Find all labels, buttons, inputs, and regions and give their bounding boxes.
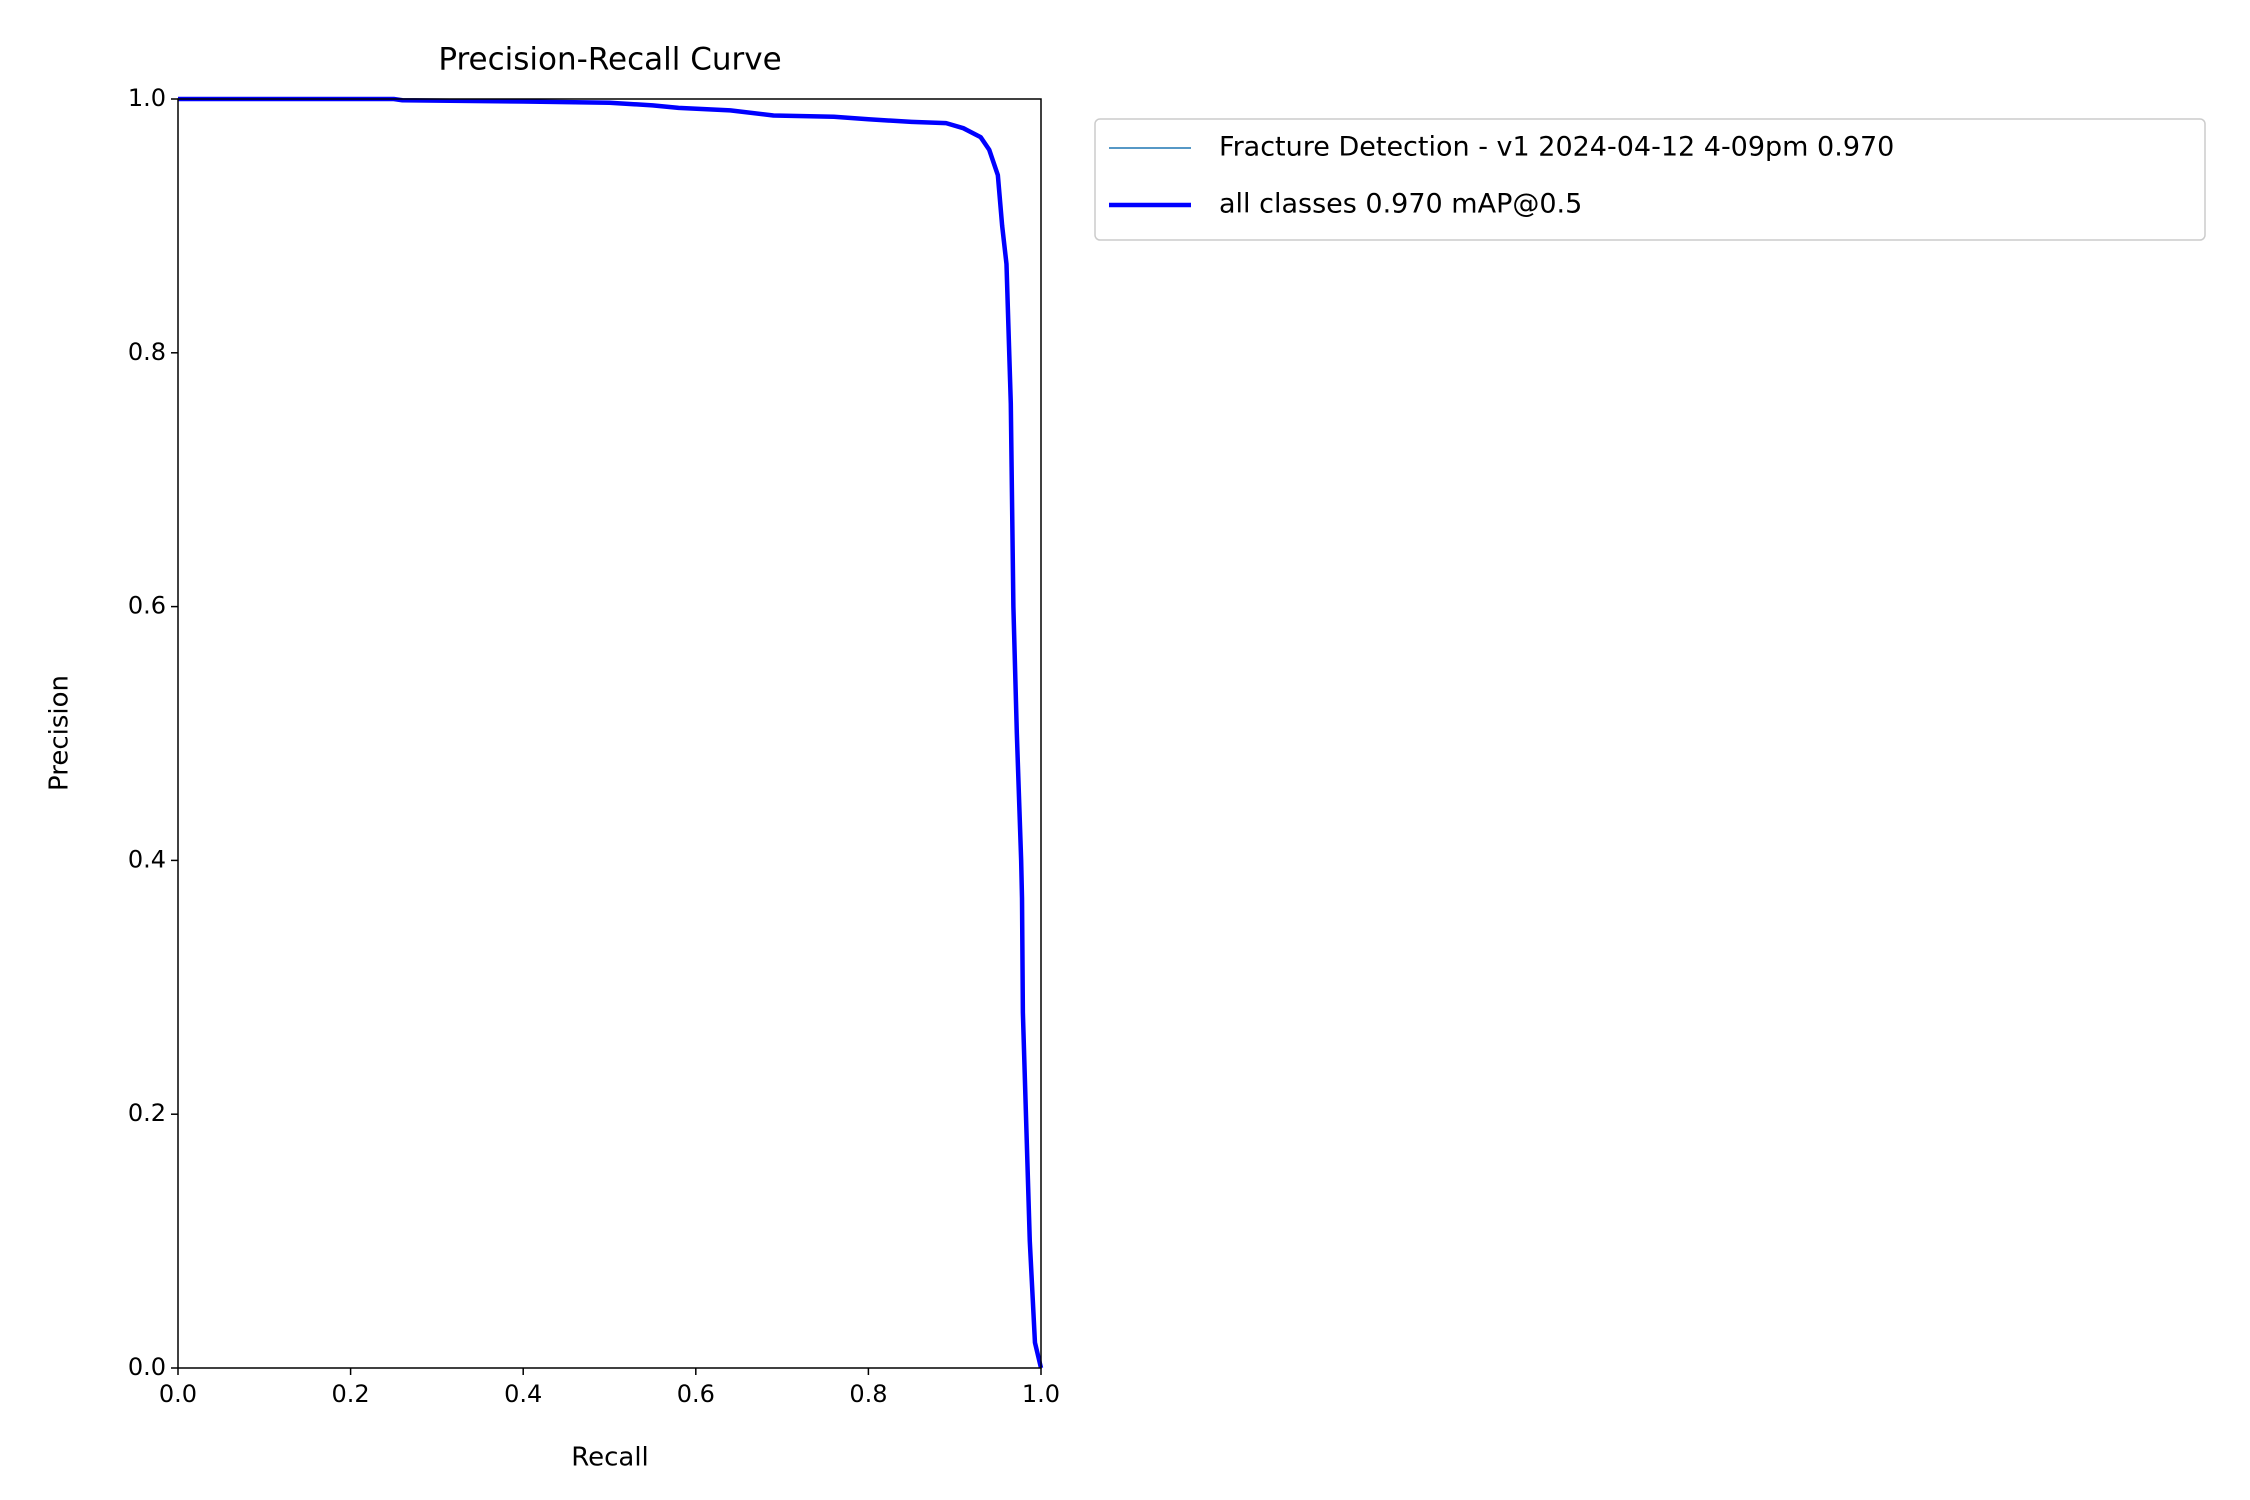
x-tick-label: 1.0 bbox=[1022, 1380, 1060, 1408]
x-axis-label: Recall bbox=[571, 1443, 649, 1473]
y-tick-label: 1.0 bbox=[128, 84, 166, 112]
y-tick-label: 0.0 bbox=[128, 1353, 166, 1381]
y-axis-label: Precision bbox=[45, 675, 75, 791]
pr-curve bbox=[178, 96, 1044, 1369]
y-tick-label: 0.6 bbox=[128, 592, 166, 620]
pr-curve bbox=[178, 98, 1042, 1369]
x-tick-label: 0.8 bbox=[849, 1380, 887, 1408]
y-tick-label: 0.8 bbox=[128, 338, 166, 366]
legend-box bbox=[1094, 118, 2206, 241]
chart-title: Precision-Recall Curve bbox=[438, 42, 781, 78]
y-tick-label: 0.2 bbox=[128, 1099, 166, 1127]
x-tick-label: 0.2 bbox=[332, 1380, 370, 1408]
legend-label: all classes 0.970 mAP@0.5 bbox=[1219, 189, 1582, 220]
legend-label: Fracture Detection - v1 2024-04-12 4-09p… bbox=[1219, 132, 1894, 163]
x-tick-label: 0.0 bbox=[159, 1380, 197, 1408]
x-tick-label: 0.6 bbox=[677, 1380, 715, 1408]
x-tick-label: 0.4 bbox=[504, 1380, 542, 1408]
plot-frame bbox=[177, 98, 1042, 1369]
y-tick-label: 0.4 bbox=[128, 845, 166, 873]
